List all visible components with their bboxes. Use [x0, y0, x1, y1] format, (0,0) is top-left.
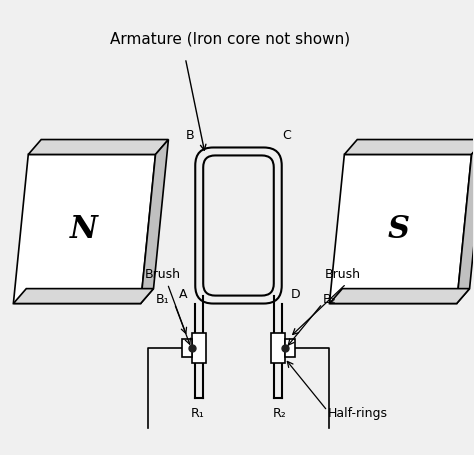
Text: S: S	[388, 214, 410, 245]
Polygon shape	[329, 289, 470, 304]
Text: B₂: B₂	[323, 293, 336, 305]
Bar	[285, 339, 295, 358]
Bar	[182, 339, 192, 358]
Text: R₂: R₂	[273, 406, 287, 420]
Text: Brush: Brush	[145, 268, 181, 281]
Text: C: C	[283, 129, 291, 142]
Polygon shape	[329, 155, 472, 304]
Text: B: B	[186, 129, 195, 142]
Polygon shape	[28, 140, 168, 155]
Text: D: D	[291, 288, 301, 300]
Polygon shape	[141, 140, 168, 304]
Text: N: N	[70, 214, 98, 245]
Bar	[192, 334, 206, 364]
Text: R₁: R₁	[191, 406, 204, 420]
Text: Armature (Iron core not shown): Armature (Iron core not shown)	[110, 31, 350, 46]
Text: A: A	[179, 288, 188, 300]
Polygon shape	[13, 155, 155, 304]
Bar	[271, 334, 285, 364]
Text: Half-rings: Half-rings	[328, 406, 387, 420]
Polygon shape	[344, 140, 474, 155]
Text: Brush: Brush	[324, 268, 360, 281]
Polygon shape	[13, 289, 154, 304]
Polygon shape	[456, 140, 474, 304]
Text: B₁: B₁	[155, 293, 169, 305]
